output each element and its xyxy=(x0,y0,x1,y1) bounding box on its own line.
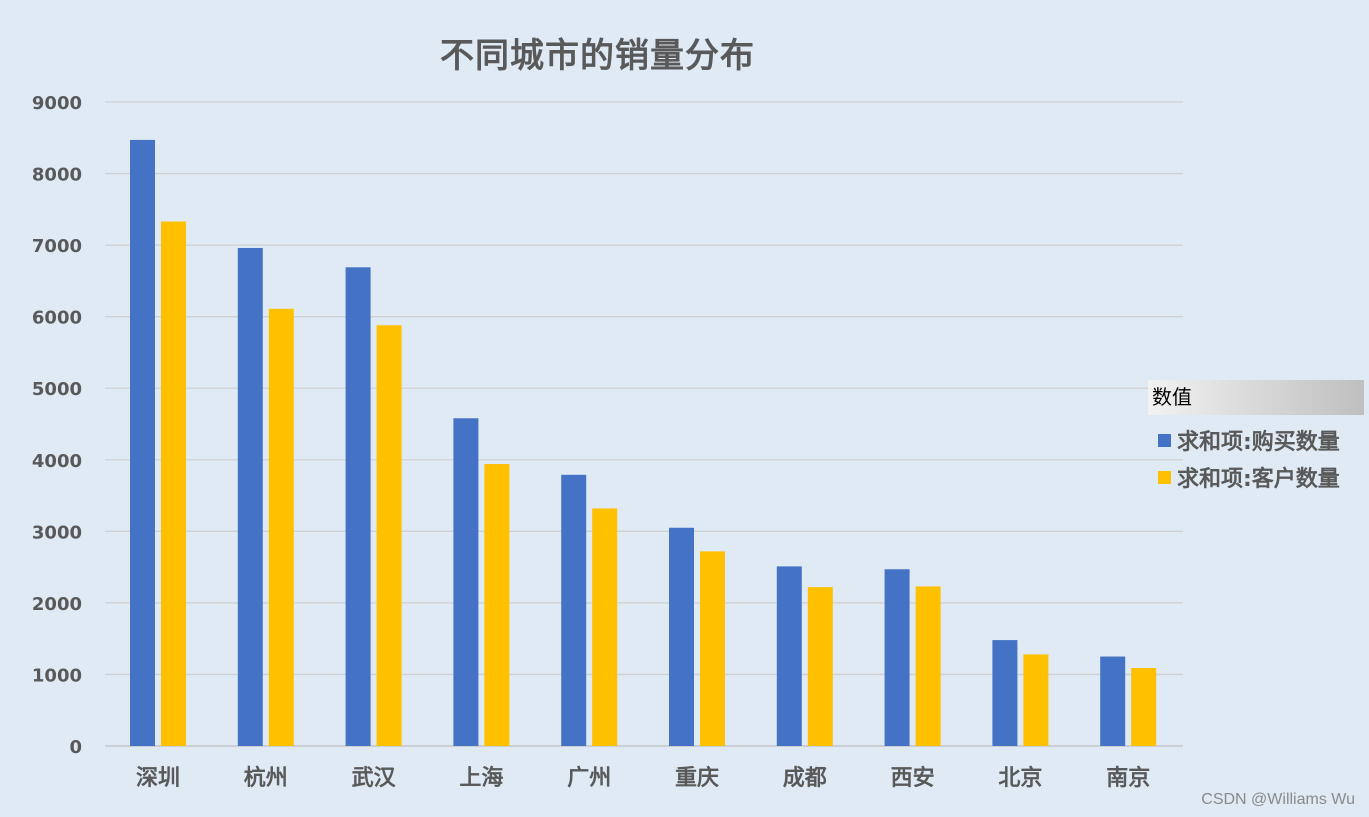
y-tick-label: 6000 xyxy=(32,308,82,329)
bar-customers xyxy=(592,508,618,746)
bar-customers xyxy=(807,587,833,746)
y-tick-label: 7000 xyxy=(32,236,82,257)
y-tick-label: 4000 xyxy=(32,451,82,472)
x-tick-label: 杭州 xyxy=(244,765,288,791)
bar-purchase xyxy=(345,267,371,746)
x-tick-label: 武汉 xyxy=(352,766,397,791)
legend-label-purchase: 求和项:购买数量 xyxy=(1177,430,1340,455)
watermark: CSDN @Williams Wu xyxy=(1201,791,1355,808)
bar-customers xyxy=(1023,654,1049,746)
y-tick-label: 8000 xyxy=(32,165,82,186)
x-tick-label: 上海 xyxy=(459,765,503,791)
chart-title: 不同城市的销量分布 xyxy=(440,36,755,76)
bar-customers xyxy=(700,551,725,746)
y-tick-label: 9000 xyxy=(32,93,82,114)
y-tick-label: 5000 xyxy=(32,379,82,400)
legend-title: 数值 xyxy=(1148,380,1364,415)
legend-item-purchase: 求和项:购买数量 xyxy=(1148,428,1364,455)
bar-customers xyxy=(161,221,186,746)
legend: 数值 求和项:购买数量 求和项:客户数量 xyxy=(1148,380,1364,492)
bar-customers xyxy=(915,586,941,746)
x-tick-label: 西安 xyxy=(891,765,935,791)
x-tick-label: 南京 xyxy=(1106,765,1150,791)
bar-purchase xyxy=(130,139,155,746)
y-tick-label: 1000 xyxy=(32,665,82,686)
x-tick-label: 北京 xyxy=(998,765,1042,791)
bar-purchase xyxy=(1100,656,1126,746)
bar-purchase xyxy=(237,247,263,746)
bar-customers xyxy=(268,308,294,746)
y-tick-label: 2000 xyxy=(32,594,82,615)
y-tick-label: 3000 xyxy=(32,522,82,543)
legend-swatch-purchase xyxy=(1158,433,1171,447)
y-tick-label: 0 xyxy=(69,737,82,758)
legend-item-customers: 求和项:客户数量 xyxy=(1148,465,1364,492)
legend-swatch-customers xyxy=(1158,470,1171,484)
bar-purchase xyxy=(884,569,910,746)
bar-customers xyxy=(376,325,402,746)
bar-purchase xyxy=(453,418,479,746)
x-tick-label: 广州 xyxy=(567,765,611,791)
bar-purchase xyxy=(561,474,587,746)
bar-purchase xyxy=(776,566,802,746)
bar-customers xyxy=(484,464,510,746)
bar-purchase xyxy=(669,527,694,746)
bar-purchase xyxy=(992,640,1018,746)
x-tick-label: 成都 xyxy=(783,766,827,791)
bar-customers xyxy=(1131,668,1157,746)
x-tick-label: 深圳 xyxy=(136,766,180,791)
legend-label-customers: 求和项:客户数量 xyxy=(1177,467,1340,492)
x-tick-label: 重庆 xyxy=(675,765,719,791)
